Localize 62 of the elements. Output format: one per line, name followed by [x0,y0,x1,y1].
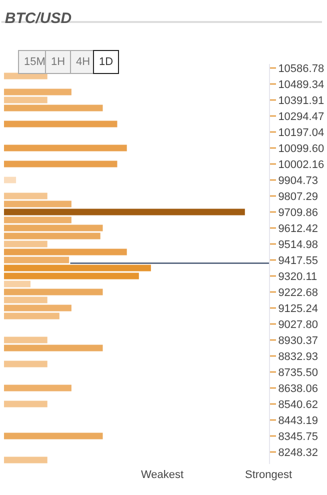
bar [4,344,103,352]
annotation: 4H [76,56,90,68]
bar [4,296,48,304]
chart-title: BTC/USD [4,10,72,27]
y-tick-label: 8735.50 [278,366,318,379]
annotation: 1H [51,56,66,68]
y-tick-label: 10489.34 [278,78,324,91]
bar [4,200,72,208]
y-tick-label: 9612.42 [278,222,318,235]
bar [4,192,48,200]
bar [4,272,139,280]
bar [4,248,127,256]
bar [4,280,30,288]
bar [4,312,60,320]
y-tick-label: 8345.75 [278,430,318,443]
y-tick-label: 8248.32 [278,446,318,459]
bar [4,384,72,392]
bar [4,216,72,224]
y-tick-label: 9222.68 [278,286,318,299]
bar [4,456,48,464]
y-tick-label: 10294.47 [278,110,324,123]
y-tick-label: 8832.93 [278,350,318,363]
bar [4,400,48,408]
bar [4,336,48,344]
text: Weakest [141,469,184,481]
bar [4,432,103,440]
bar [4,144,127,152]
y-tick-label: 8638.06 [278,382,318,395]
y-tick-label: 9514.98 [278,238,318,251]
bar [4,232,100,240]
y-tick-label: 9807.29 [278,190,318,203]
bar [4,288,103,296]
y-tick-label: 10002.16 [278,158,324,171]
bar [4,208,245,216]
y-tick-label: 9709.86 [278,206,318,219]
y-tick-label: 8443.19 [278,414,318,427]
y-tick-label: 9904.73 [278,174,318,187]
annotation: 15M [24,56,46,68]
y-tick-label: 10391.91 [278,94,324,107]
bar [4,360,48,368]
bar [4,176,16,184]
bar [4,256,70,264]
bar [4,264,151,272]
y-tick-label: 10586.78 [278,62,324,75]
bar [4,88,72,96]
y-tick-label: 8540.62 [278,398,318,411]
bar [4,240,48,248]
bar [4,304,72,312]
bar [4,224,103,232]
bar [4,96,48,104]
bar [4,160,118,168]
y-tick-label: 8930.37 [278,334,318,347]
y-tick-label: 9417.55 [278,254,318,267]
annotation: 1D [99,56,114,68]
bar [4,104,103,112]
y-tick-label: 9125.24 [278,302,318,315]
y-tick-label: 9320.11 [278,270,318,283]
y-tick-label: 10197.04 [278,126,324,139]
y-tick-label: 9027.80 [278,318,318,331]
bar [4,120,118,128]
y-tick-label: 10099.60 [278,142,324,155]
text: Strongest [245,469,292,481]
